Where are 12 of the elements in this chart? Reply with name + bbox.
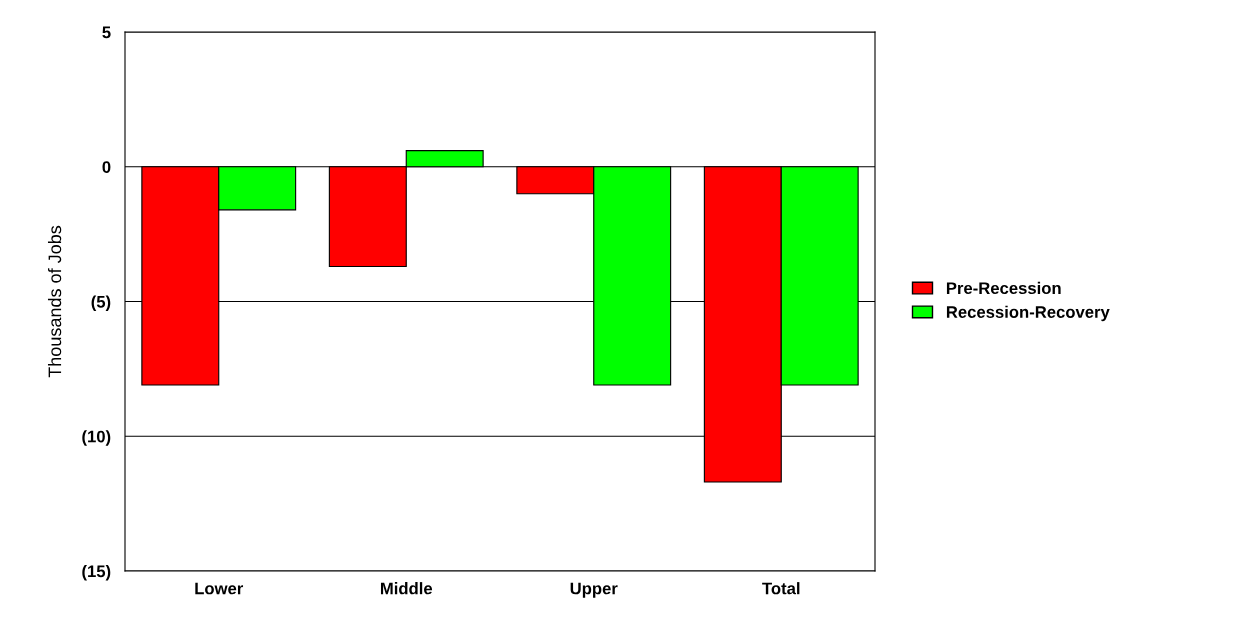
- y-tick-label: 5: [102, 26, 111, 39]
- legend-label: Pre-Recession: [946, 281, 1061, 295]
- x-tick-label: Upper: [570, 582, 618, 598]
- x-tick-label: Total: [762, 582, 800, 595]
- legend-label: Recession-Recovery: [946, 305, 1110, 322]
- y-tick-label: (10): [82, 430, 111, 446]
- y-axis-title: Thousands of Jobs: [47, 225, 62, 378]
- x-tick-label: Middle: [380, 582, 433, 595]
- y-tick-label: 0: [102, 161, 111, 173]
- x-tick-label: Lower: [195, 582, 244, 595]
- y-tick-label: (5): [91, 295, 111, 311]
- y-tick-label: (15): [82, 564, 111, 581]
